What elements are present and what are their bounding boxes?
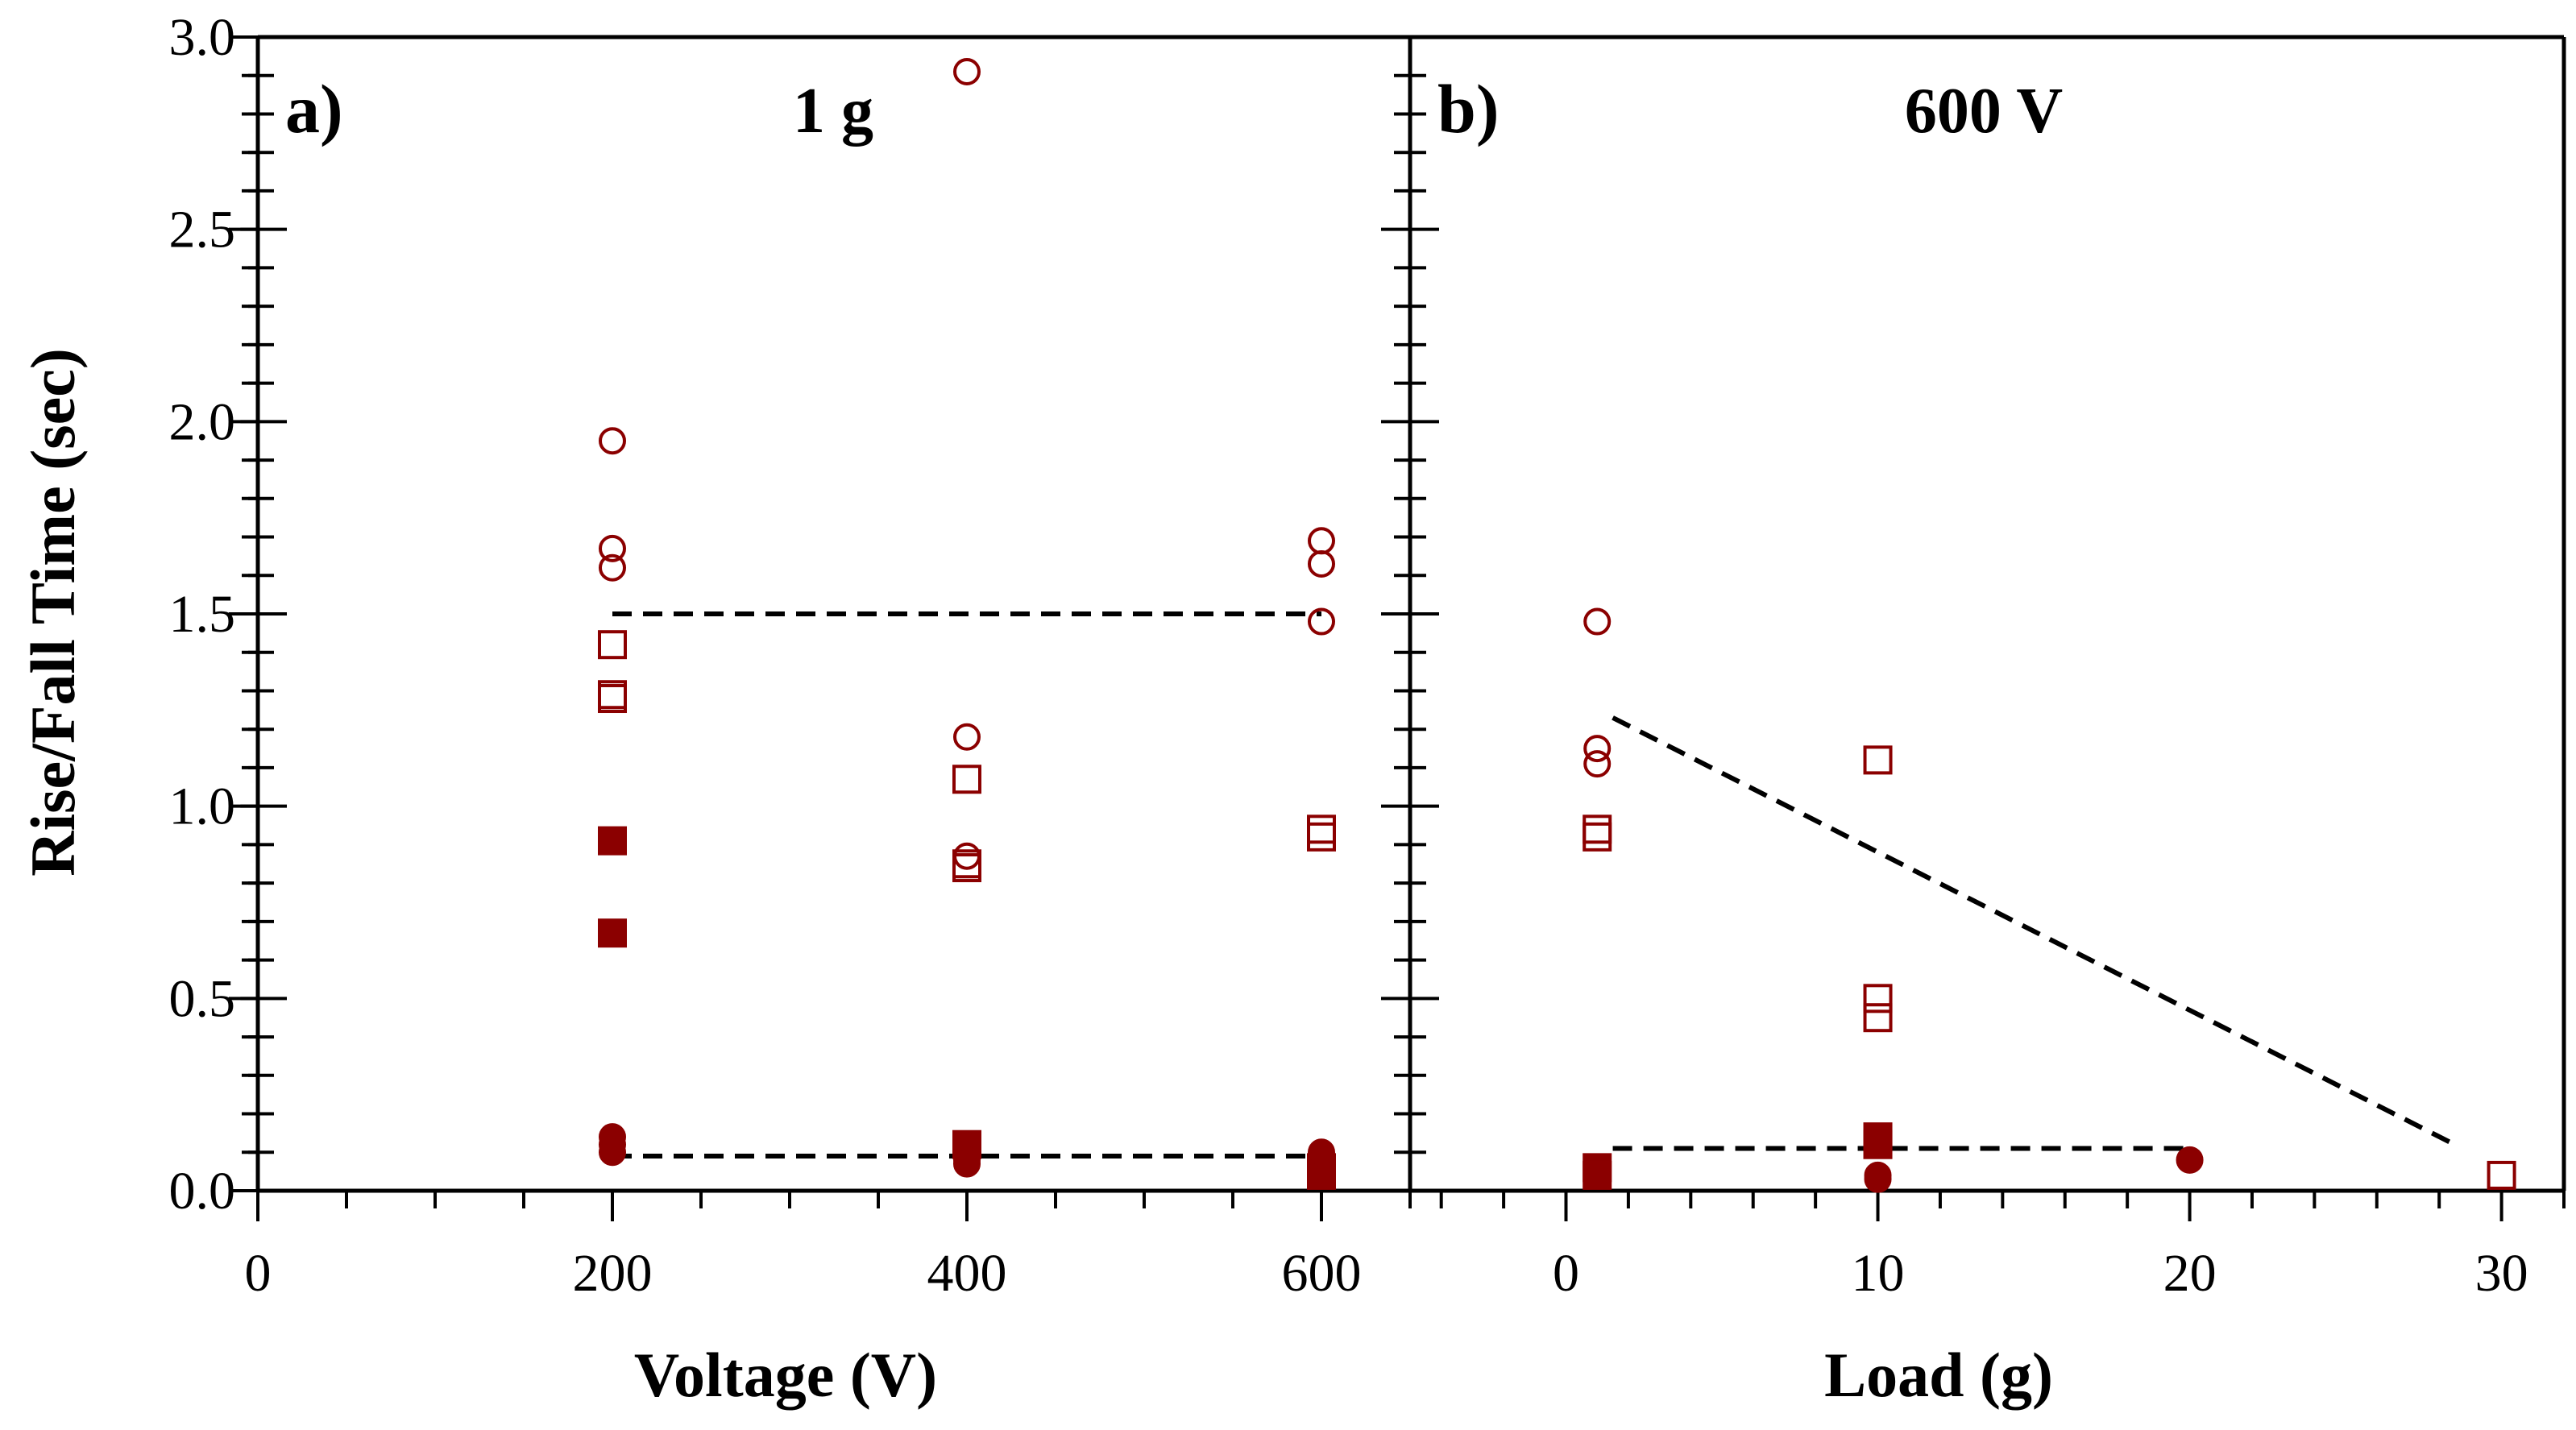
open-circle-point	[599, 427, 626, 455]
filled-circle-point	[599, 1138, 626, 1167]
open-square-point	[598, 684, 627, 714]
y-tick-label: 1.5	[169, 585, 236, 644]
x-tick-label: 400	[927, 1244, 1007, 1303]
open-circle-point	[1583, 735, 1612, 763]
dashed-fit-line	[1612, 715, 2456, 1147]
open-square-point	[598, 630, 627, 660]
y-tick-label: 0.0	[169, 1162, 236, 1221]
open-circle-point	[1583, 750, 1612, 778]
x-axis-title: Load (g)	[1824, 1340, 2053, 1410]
open-circle-point	[599, 534, 626, 562]
open-square-point	[1307, 814, 1336, 844]
open-circle-point	[599, 553, 626, 582]
x-tick-label: 0	[245, 1244, 272, 1303]
filled-circle-point	[2176, 1146, 2204, 1174]
filled-square-point	[598, 918, 627, 948]
filled-circle-point	[953, 1150, 981, 1178]
open-square-point	[1307, 822, 1336, 852]
y-tick-label: 0.5	[169, 969, 236, 1028]
x-tick-label: 30	[2475, 1244, 2528, 1303]
open-square-point	[952, 765, 981, 794]
open-square-point	[1583, 814, 1612, 844]
x-tick-label: 0	[1553, 1244, 1579, 1303]
x-tick-label: 600	[1282, 1244, 1362, 1303]
y-tick-label: 2.5	[169, 201, 236, 259]
panel-condition: 1 g	[793, 76, 873, 147]
open-circle-point	[953, 57, 981, 85]
y-axis-title: Rise/Fall Time (sec)	[18, 348, 88, 877]
open-square-point	[952, 853, 981, 883]
panel-b-load: 0 10 20 30 Load (g) b) 600 V	[1381, 35, 2566, 1410]
filled-square-point	[1863, 1129, 1893, 1159]
y-tick-label: 3.0	[169, 8, 236, 67]
filled-circle-point	[1864, 1165, 1892, 1193]
open-circle-point	[953, 723, 981, 751]
open-square-point	[1863, 1003, 1893, 1033]
filled-square-point	[1583, 1160, 1612, 1190]
filled-square-point	[598, 826, 627, 856]
open-circle-point	[1308, 527, 1335, 555]
panel-label: a)	[285, 70, 343, 147]
x-tick-label: 10	[1852, 1244, 1905, 1303]
x-axis-title: Voltage (V)	[634, 1340, 937, 1410]
panel-label: b)	[1437, 70, 1499, 147]
open-circle-point	[1583, 607, 1612, 636]
y-tick-label: 1.0	[169, 777, 236, 836]
x-tick-label: 20	[2163, 1244, 2217, 1303]
open-square-point	[2487, 1160, 2516, 1190]
x-tick-label: 200	[573, 1244, 653, 1303]
panel-condition: 600 V	[1905, 76, 2063, 147]
open-circle-point	[1308, 607, 1335, 636]
open-circle-point	[1308, 549, 1335, 578]
open-square-point	[1863, 984, 1893, 1013]
panel-a-voltage: 0.0 0.5 1.0 1.5 2.0 2.5 3.0 0 200 400 600 Voltage (…	[169, 8, 1412, 1410]
open-square-point	[1863, 745, 1893, 775]
y-tick-label: 2.0	[169, 392, 236, 451]
open-square-point	[1583, 822, 1612, 852]
filled-circle-point	[1308, 1142, 1335, 1171]
